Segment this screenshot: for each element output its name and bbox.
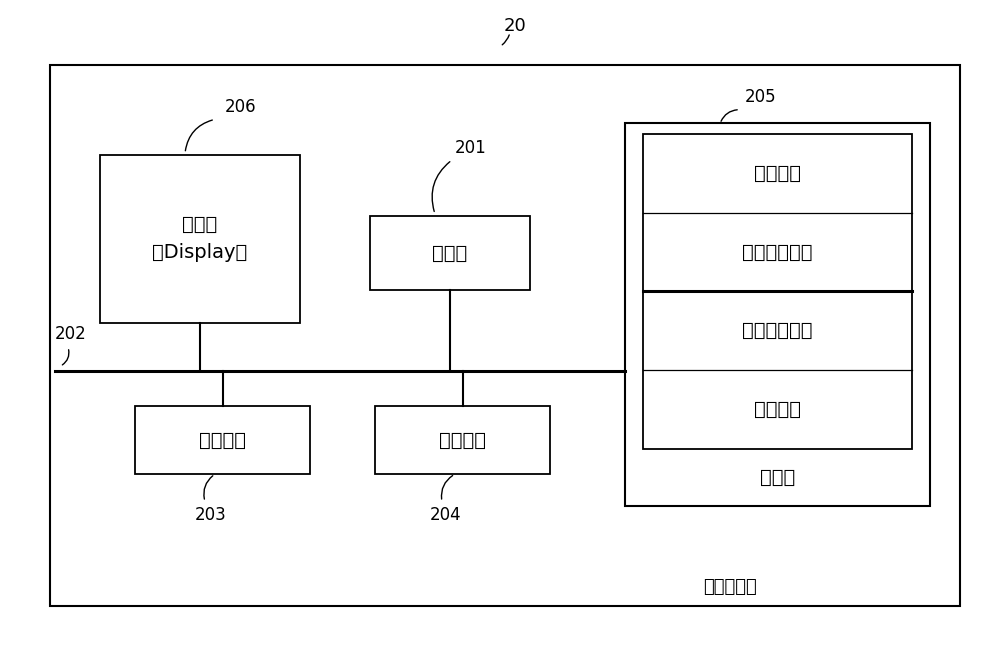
Bar: [135, 406, 310, 474]
Text: 201: 201: [455, 139, 487, 157]
Text: 显示屏
（Display）: 显示屏 （Display）: [152, 215, 248, 262]
Bar: [643, 134, 912, 449]
Bar: [375, 406, 550, 474]
Text: 网络通信模块: 网络通信模块: [742, 243, 813, 262]
Text: 203: 203: [195, 506, 227, 524]
Text: 202: 202: [55, 325, 87, 343]
Text: 程序指令: 程序指令: [754, 400, 801, 419]
Bar: [370, 216, 530, 290]
Text: 用户接口: 用户接口: [199, 431, 246, 450]
Text: 计算机设备: 计算机设备: [703, 578, 757, 596]
Text: 205: 205: [745, 88, 777, 106]
Text: 用户接口模块: 用户接口模块: [742, 321, 813, 341]
Bar: [625, 123, 930, 506]
Text: 206: 206: [225, 98, 257, 116]
Bar: [50, 64, 960, 606]
Text: 操作系统: 操作系统: [754, 164, 801, 183]
Text: 204: 204: [430, 506, 462, 524]
Bar: [100, 155, 300, 322]
Text: 网络接口: 网络接口: [439, 431, 486, 450]
Text: 存储器: 存储器: [760, 468, 795, 487]
Text: 处理器: 处理器: [432, 244, 468, 263]
Text: 20: 20: [504, 17, 526, 35]
